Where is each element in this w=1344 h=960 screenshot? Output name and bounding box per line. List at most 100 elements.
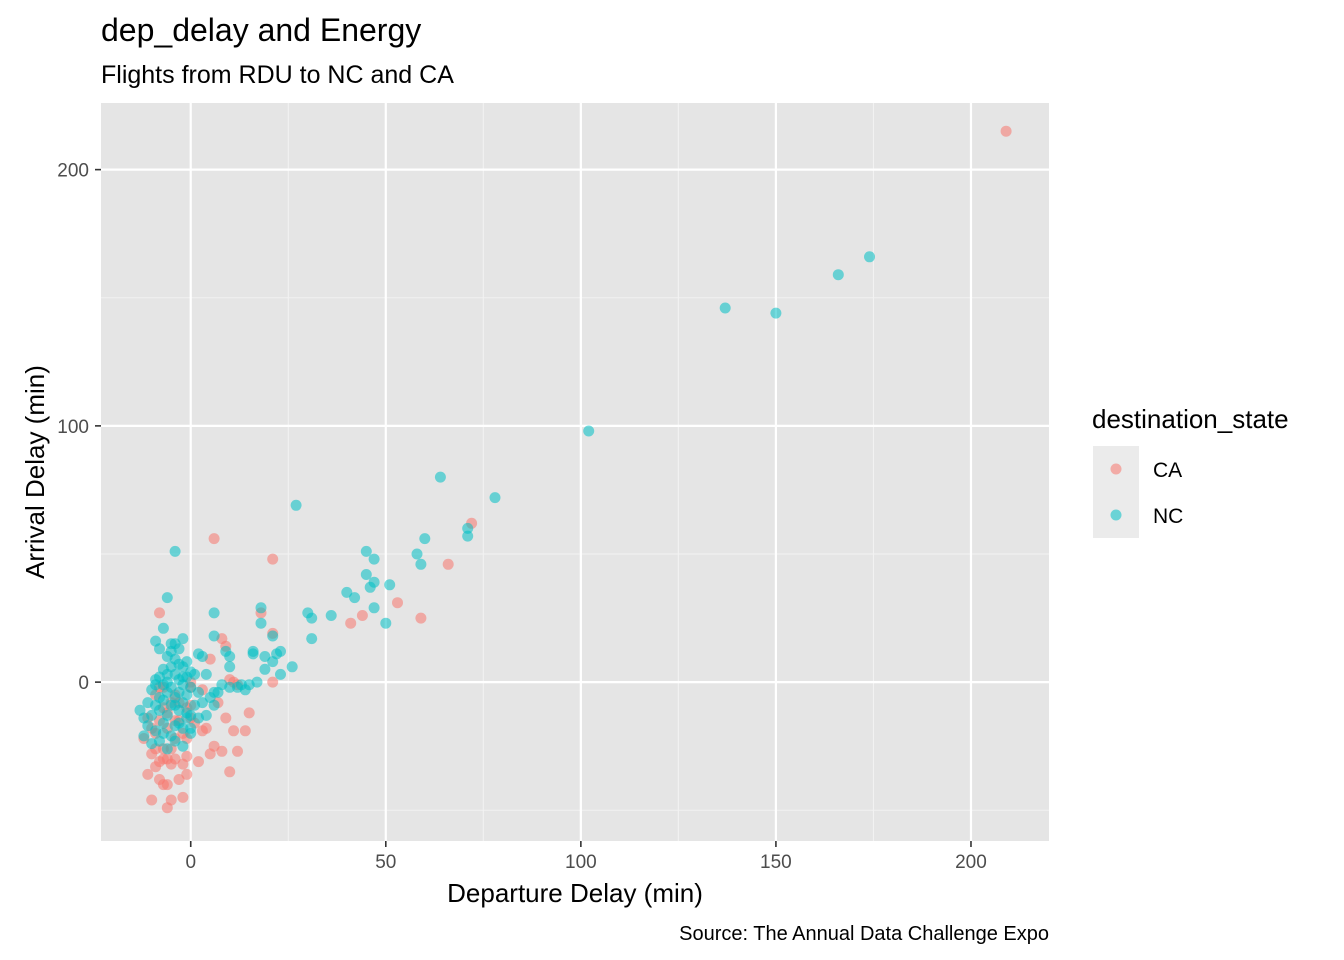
data-point-nc [434,471,446,483]
data-point-nc [169,545,181,557]
data-point-nc [364,581,376,593]
legend-key-nc [1110,509,1122,521]
data-point-nc [208,630,220,642]
data-point-nc [489,492,501,504]
data-point-nc [161,651,173,662]
data-point-ca [1000,125,1012,137]
legend-label-ca: CA [1153,459,1182,482]
data-point-nc [142,697,154,709]
data-point-ca [243,707,255,719]
y-axis: 0 100 200 [57,161,101,694]
data-point-ca [267,553,279,565]
data-point-ca [177,758,189,770]
legend-title: destination_state [1092,404,1289,434]
legend: destination_state CA NC [1092,404,1289,538]
data-point-ca [146,794,158,806]
data-point-nc [161,676,173,688]
data-point-nc [173,717,185,729]
x-axis-title: Departure Delay (min) [447,878,703,908]
data-point-ca [224,766,236,778]
data-point-nc [380,617,392,629]
y-tick-label: 100 [57,417,89,438]
data-point-nc [165,638,177,650]
data-point-nc [200,668,212,680]
data-point-ca [220,712,232,724]
chart-caption: Source: The Annual Data Challenge Expo [679,923,1049,945]
data-point-nc [259,663,271,675]
data-point-ca [196,725,208,737]
data-point-nc [138,730,150,742]
data-point-ca [173,774,185,785]
data-point-nc [177,633,189,645]
data-point-nc [157,717,169,729]
x-tick-label: 150 [760,852,792,873]
x-tick-label: 50 [375,852,396,873]
data-point-nc [419,533,431,545]
data-point-nc [169,699,181,711]
data-point-ca [356,610,368,621]
data-point-nc [232,681,243,693]
data-point-nc [325,610,337,621]
data-point-ca [161,753,173,765]
data-point-ca [142,768,154,780]
data-point-nc [157,727,169,739]
data-point-nc [864,251,875,263]
data-point-ca [177,791,189,803]
data-point-nc [290,499,302,511]
data-point-nc [193,648,204,660]
data-point-nc [255,602,267,614]
data-point-ca [228,725,240,737]
data-point-nc [134,704,146,716]
data-point-nc [306,633,318,645]
data-point-ca [208,533,220,545]
data-point-nc [220,645,232,657]
data-point-nc [349,592,361,604]
data-point-nc [360,545,372,557]
legend-key-ca [1110,463,1122,475]
data-point-ca [239,725,251,737]
data-point-ca [169,753,181,765]
data-point-nc [150,679,162,691]
data-point-ca [345,617,357,629]
chart-title: dep_delay and Energy [101,12,421,48]
x-tick-label: 0 [185,852,196,873]
data-point-nc [411,548,423,560]
data-point-nc [189,699,201,711]
data-point-nc [150,635,162,647]
data-point-nc [193,686,204,698]
data-point-nc [181,707,193,719]
data-point-nc [169,735,181,747]
data-point-nc [161,743,173,755]
data-point-ca [442,558,454,570]
data-point-nc [157,622,169,634]
data-point-nc [384,579,396,591]
data-point-nc [204,692,216,703]
data-point-nc [719,302,731,314]
y-tick-label: 0 [78,673,89,694]
data-point-nc [583,425,595,437]
data-point-nc [247,648,259,660]
data-point-nc [341,586,353,598]
data-point-nc [224,661,236,673]
data-point-nc [275,668,286,680]
data-point-ca [204,748,216,760]
data-point-nc [177,671,189,683]
data-point-nc [462,530,474,542]
data-point-ca [161,802,173,814]
data-point-ca [181,768,193,780]
chart-subtitle: Flights from RDU to NC and CA [101,61,454,89]
data-point-nc [368,602,380,614]
data-point-ca [216,745,228,757]
data-point-nc [185,722,197,734]
data-point-nc [832,269,844,281]
data-points [134,125,1012,814]
data-point-nc [267,630,279,642]
data-point-nc [302,607,314,619]
x-tick-label: 100 [565,852,597,873]
data-point-ca [154,607,165,619]
data-point-ca [392,597,403,609]
data-point-nc [415,558,427,570]
data-point-nc [462,522,474,534]
data-point-nc [161,592,173,604]
